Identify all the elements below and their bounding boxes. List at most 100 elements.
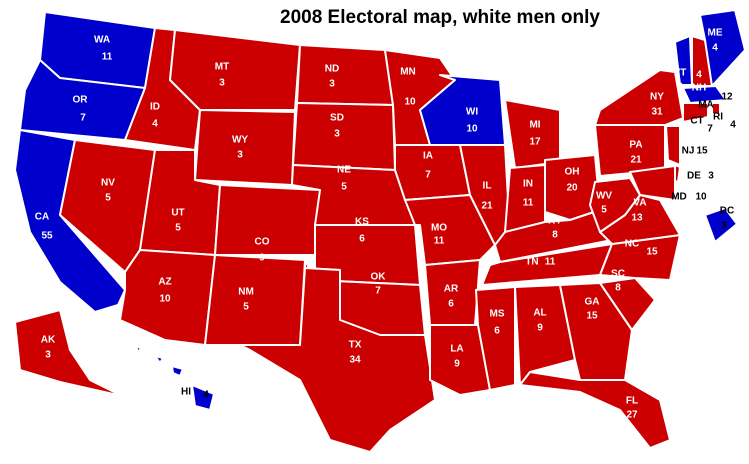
state-abbr: DE: [687, 171, 701, 182]
state-votes: 3: [329, 79, 335, 90]
state-votes: 3: [45, 350, 51, 361]
state-abbr: AL: [533, 308, 546, 319]
state-abbr: MO: [431, 223, 447, 234]
state-votes: 7: [425, 170, 431, 181]
state-shape: [239, 267, 436, 453]
state-shape: [599, 234, 681, 281]
state-shape: [194, 109, 296, 186]
state-shape: [699, 9, 746, 87]
state-votes: 15: [646, 247, 658, 258]
state-shape: [191, 384, 215, 411]
state-shape: [481, 243, 613, 286]
state-votes: 15: [586, 311, 598, 322]
state-shape: [682, 85, 727, 104]
state-shape: [292, 102, 396, 171]
state-shape: [589, 177, 641, 233]
state-votes: 3: [334, 129, 340, 140]
state-abbr: ID: [150, 102, 160, 113]
state-abbr: AR: [444, 284, 459, 295]
state-votes: 21: [630, 155, 642, 166]
state-votes: 10: [695, 192, 707, 203]
state-abbr: NM: [238, 287, 254, 298]
state-votes: 31: [651, 107, 663, 118]
state-abbr: KY: [548, 216, 562, 227]
state-shape: [475, 286, 516, 391]
state-shape: [629, 165, 676, 201]
island: [154, 355, 164, 364]
state-abbr: DC: [720, 206, 734, 217]
state-shape: [429, 324, 491, 396]
state-abbr: RI: [713, 112, 723, 123]
state-abbr: SC: [611, 269, 625, 280]
state-shape: [682, 102, 709, 123]
state-votes: 4: [203, 390, 209, 401]
state-votes: 4: [152, 119, 158, 130]
state-shape: [504, 99, 561, 169]
state-abbr: MD: [671, 192, 687, 203]
state-votes: 9: [537, 323, 543, 334]
state-votes: 13: [631, 213, 643, 224]
state-abbr: IL: [483, 181, 492, 192]
state-votes: 6: [359, 234, 365, 245]
state-shape: [519, 371, 671, 449]
state-shape: [665, 125, 681, 166]
state-votes: 8: [615, 283, 621, 294]
state-abbr: ND: [325, 64, 339, 75]
state-votes: 3: [237, 150, 243, 161]
state-votes: 5: [105, 193, 111, 204]
island: [171, 365, 184, 377]
state-votes: 11: [434, 236, 445, 247]
state-abbr: VT: [674, 68, 687, 79]
state-votes: 20: [566, 183, 578, 194]
state-votes: 3: [708, 171, 714, 182]
state-shape: [711, 102, 721, 115]
state-abbr: CO: [255, 237, 270, 248]
state-votes: 5: [243, 302, 249, 313]
state-votes: 3: [219, 78, 225, 89]
state-votes: 9: [259, 253, 265, 264]
state-abbr: ME: [708, 28, 723, 39]
state-votes: 5: [175, 223, 181, 234]
state-abbr: WV: [596, 191, 612, 202]
state-votes: 7: [80, 113, 86, 124]
state-votes: 10: [404, 97, 416, 108]
state-abbr: MT: [215, 62, 229, 73]
state-shape: [419, 74, 506, 146]
state-shape: [594, 69, 684, 126]
state-votes: 27: [626, 410, 638, 421]
state-votes: 5: [341, 182, 347, 193]
state-votes: 7: [707, 124, 713, 135]
state-votes: 4: [730, 120, 736, 131]
state-abbr: TN: [525, 257, 538, 268]
state-shape: [169, 29, 301, 111]
state-abbr: HI: [181, 387, 191, 398]
state-votes: 6: [448, 299, 454, 310]
state-abbr: KS: [355, 217, 369, 228]
state-abbr: OK: [371, 272, 387, 283]
state-votes: 10: [159, 294, 171, 305]
state-abbr: IN: [523, 179, 533, 190]
state-shape: [514, 284, 576, 386]
state-abbr: MI: [529, 120, 540, 131]
state-votes: 11: [545, 257, 556, 268]
state-abbr: VA: [633, 198, 646, 209]
state-abbr: CT: [690, 116, 703, 127]
island: [134, 345, 142, 353]
state-votes: 4: [712, 43, 718, 54]
state-votes: 11: [523, 198, 534, 209]
state-votes: 55: [41, 231, 53, 242]
state-abbr: AZ: [158, 277, 171, 288]
state-abbr: WA: [94, 35, 110, 46]
state-abbr: OR: [73, 95, 89, 106]
state-abbr: LA: [450, 344, 463, 355]
state-abbr: NJ: [682, 146, 695, 157]
state-abbr: MA: [698, 100, 714, 111]
state-votes: 17: [529, 137, 541, 148]
state-abbr: OH: [565, 167, 580, 178]
state-abbr: SD: [330, 113, 344, 124]
state-votes: 15: [696, 146, 708, 157]
state-votes: 7: [375, 286, 381, 297]
state-labels: WA11OR7CA55NV5ID4MT3WY3UT5AZ10CO9NM5ND3S…: [35, 28, 736, 421]
